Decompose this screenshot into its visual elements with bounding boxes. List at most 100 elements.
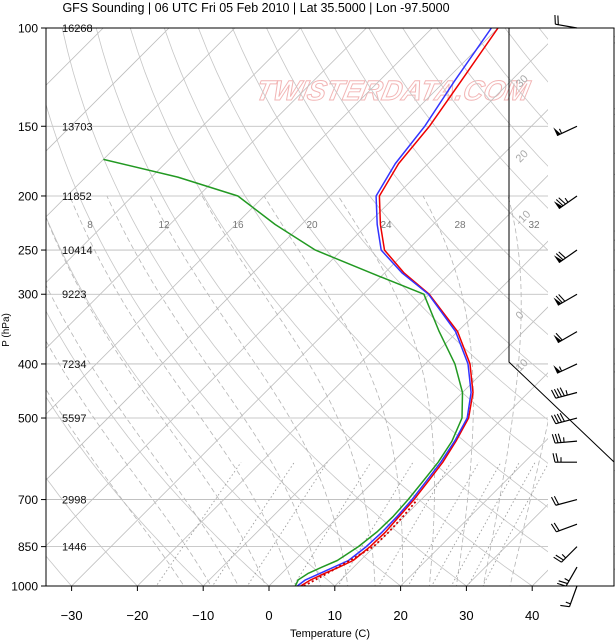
isotherm [46, 28, 565, 547]
wind-barb-full [555, 453, 559, 463]
wind-barb-staff [565, 566, 578, 587]
wind-barb-half [565, 390, 568, 396]
wind-barb-staff [555, 23, 578, 29]
mixing-ratio-line [407, 461, 480, 586]
watermark-text: TWISTERDATA.COM [253, 74, 534, 106]
dry-adiabat [46, 103, 402, 586]
isotherm [71, 42, 615, 586]
x-axis-label: Temperature (C) [290, 628, 370, 640]
temperature-tick-label: −20 [126, 608, 148, 623]
mixing-ratio-label: 20 [306, 220, 318, 231]
wind-barb-full [553, 556, 562, 563]
wind-barb-flag [553, 127, 561, 136]
wind-barb-half [564, 197, 569, 203]
height-label: 11852 [62, 191, 92, 203]
dry-adiabat [46, 215, 336, 586]
isotherm [400, 371, 615, 586]
wind-panel [548, 28, 614, 586]
wind-barb-full [557, 433, 562, 443]
temperature-tick-label: 10 [328, 608, 342, 623]
wind-barb [551, 496, 578, 506]
virtual_temperature-trace [300, 28, 499, 586]
wind-barb [553, 293, 578, 306]
moist-adiabat [69, 195, 294, 586]
wind-barb-full [555, 332, 563, 341]
height-label: 5597 [62, 413, 86, 425]
wind-barb-full [553, 522, 560, 532]
wind-barb-staff [561, 546, 578, 563]
wind-barb-full [558, 294, 566, 302]
pressure-tick-label: 200 [18, 189, 38, 203]
mixing-ratio-line [337, 461, 414, 586]
sounding-traces [103, 28, 499, 586]
wind-barb [553, 363, 578, 374]
wind-barb [552, 453, 577, 463]
wind-barb-full [553, 388, 560, 398]
height-label: 7234 [62, 359, 86, 371]
mixing-ratio-line [467, 461, 536, 586]
wind-barb [553, 546, 578, 563]
dewpoint-trace [103, 158, 464, 586]
dry-adiabat [61, 28, 468, 586]
wind-barb [560, 585, 578, 608]
moist-adiabat [46, 284, 239, 586]
pressure-tick-label: 100 [18, 22, 38, 36]
dry-adiabat [334, 28, 615, 350]
wind-barb [553, 195, 578, 210]
pressure-tick-label: 300 [18, 288, 38, 302]
temperature-tick-label: −10 [192, 608, 214, 623]
isotherm [46, 28, 433, 415]
moist-adiabat [422, 195, 474, 586]
isotherm [46, 28, 499, 481]
height-label: 2998 [62, 495, 86, 507]
isotherm-label: 0 [514, 309, 527, 322]
mixing-ratio-label: 16 [232, 220, 244, 231]
moist-adiabat [150, 195, 349, 586]
dry-adiabat [46, 555, 73, 586]
temperature-tick-label: 0 [265, 608, 272, 623]
mixing-ratio-line [482, 461, 550, 586]
moist-adiabat [263, 195, 403, 586]
height-label: 1446 [62, 542, 86, 554]
wind-barb-full [559, 387, 565, 397]
wind-barb-staff [568, 585, 578, 607]
temperature-tick-label: 30 [459, 608, 473, 623]
dry-adiabat [95, 28, 533, 586]
wind-barb-full [551, 496, 557, 506]
dry-adiabat [266, 28, 615, 431]
height-label: 9223 [62, 289, 86, 301]
wind-barb-full [555, 253, 564, 261]
parcel-trace [303, 499, 418, 586]
wind-barb [550, 522, 578, 533]
mixing-ratio-label: 32 [528, 220, 540, 231]
y-axis-label: P (hPa) [1, 313, 12, 347]
mixing-ratio-line [211, 461, 295, 586]
dry-adiabat [46, 477, 138, 586]
mixing-ratio-line [377, 461, 452, 586]
height-label: 16268 [62, 23, 93, 35]
dry-adiabat [46, 310, 270, 586]
wind-barb-full [556, 388, 563, 397]
watermark: TWISTERDATA.COM [253, 74, 535, 107]
wind-barb [551, 387, 578, 399]
wind-barb [553, 331, 578, 344]
wind-barb-flag [553, 365, 561, 374]
wind-barb-staff [555, 417, 578, 425]
pressure-tick-label: 400 [18, 357, 38, 371]
mixing-ratio-label: 8 [87, 220, 93, 231]
wind-barb-flag [553, 334, 562, 343]
pressure-tick-label: 850 [18, 540, 38, 554]
mixing-ratio-line [246, 461, 328, 586]
wind-barb-full [551, 434, 556, 444]
wind-barb-full [556, 413, 563, 423]
wind-barb-flag [553, 297, 562, 306]
moist-adiabat [46, 216, 267, 586]
wind-barbs [550, 14, 578, 608]
wind-barb [551, 412, 578, 425]
wind-barb [554, 14, 578, 29]
wind-barb [551, 433, 578, 444]
wind-barb [553, 125, 578, 137]
wind-barb-full [551, 389, 557, 399]
